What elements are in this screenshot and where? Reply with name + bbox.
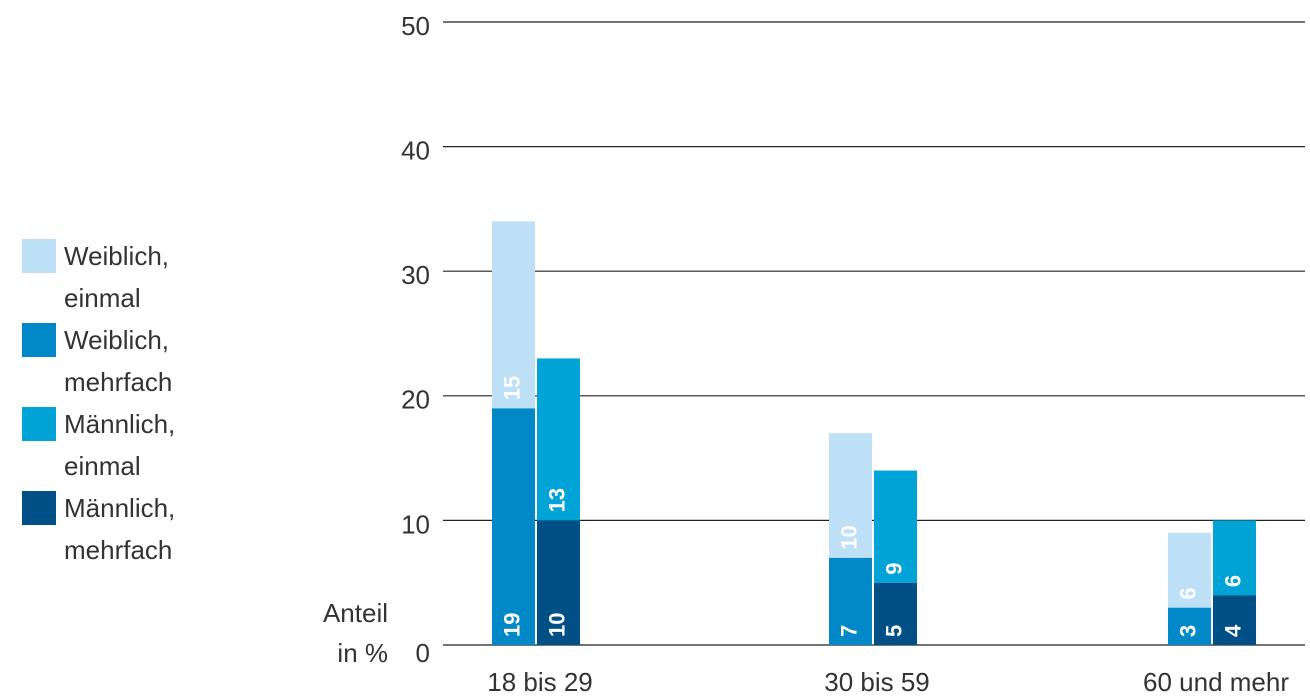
bar-segment bbox=[829, 433, 872, 558]
x-tick-label: 60 und mehr bbox=[1143, 667, 1289, 697]
value-label: 4 bbox=[1220, 624, 1245, 637]
x-tick-label: 30 bis 59 bbox=[824, 667, 930, 697]
value-label: 3 bbox=[1175, 625, 1200, 637]
bar-segment bbox=[492, 408, 535, 645]
legend-swatch bbox=[22, 239, 56, 273]
y-axis-label: in % bbox=[337, 638, 388, 668]
y-tick-label: 0 bbox=[416, 638, 430, 668]
legend-label: Weiblich, einmal bbox=[64, 241, 170, 313]
value-label: 19 bbox=[499, 613, 524, 637]
legend-swatch bbox=[22, 323, 56, 357]
value-label: 7 bbox=[836, 625, 861, 637]
value-label: 6 bbox=[1175, 587, 1200, 599]
y-axis-label: Anteil bbox=[323, 598, 388, 628]
bar-segment bbox=[1168, 607, 1211, 645]
bar-segment bbox=[1168, 532, 1211, 608]
legend-label: Männlich, einmal bbox=[64, 409, 176, 481]
bar-segment bbox=[492, 221, 535, 409]
value-label: 10 bbox=[544, 613, 569, 637]
bar-segment bbox=[1213, 595, 1256, 645]
bar-segment bbox=[537, 358, 580, 521]
value-label: 5 bbox=[881, 625, 906, 637]
bar-segment bbox=[537, 520, 580, 645]
value-label: 13 bbox=[544, 488, 569, 512]
legend-item: Männlich, mehrfach bbox=[22, 487, 214, 571]
y-tick-label: 10 bbox=[401, 509, 430, 539]
bar-segment bbox=[874, 582, 917, 645]
legend-label: Weiblich, mehrfach bbox=[64, 325, 173, 397]
y-tick-label: 50 bbox=[401, 11, 430, 41]
legend-item: Weiblich, mehrfach bbox=[22, 319, 214, 403]
legend-swatch bbox=[22, 491, 56, 525]
legend-item: Weiblich, einmal bbox=[22, 235, 214, 319]
y-tick-label: 30 bbox=[401, 260, 430, 290]
legend: Weiblich, einmal Weiblich, mehrfach Männli… bbox=[22, 235, 232, 571]
bar-segment bbox=[874, 470, 917, 583]
legend-swatch bbox=[22, 407, 56, 441]
bar-segment bbox=[1213, 520, 1256, 596]
x-tick-label: 18 bis 29 bbox=[487, 667, 593, 697]
value-label: 15 bbox=[499, 376, 524, 400]
y-tick-label: 20 bbox=[401, 385, 430, 415]
value-label: 9 bbox=[881, 562, 906, 574]
value-label: 6 bbox=[1220, 575, 1245, 587]
bar-segment bbox=[829, 557, 872, 645]
value-label: 10 bbox=[836, 525, 861, 549]
legend-item: Männlich, einmal bbox=[22, 403, 214, 487]
legend-label: Männlich, mehrfach bbox=[64, 493, 176, 565]
y-tick-label: 40 bbox=[401, 135, 430, 165]
